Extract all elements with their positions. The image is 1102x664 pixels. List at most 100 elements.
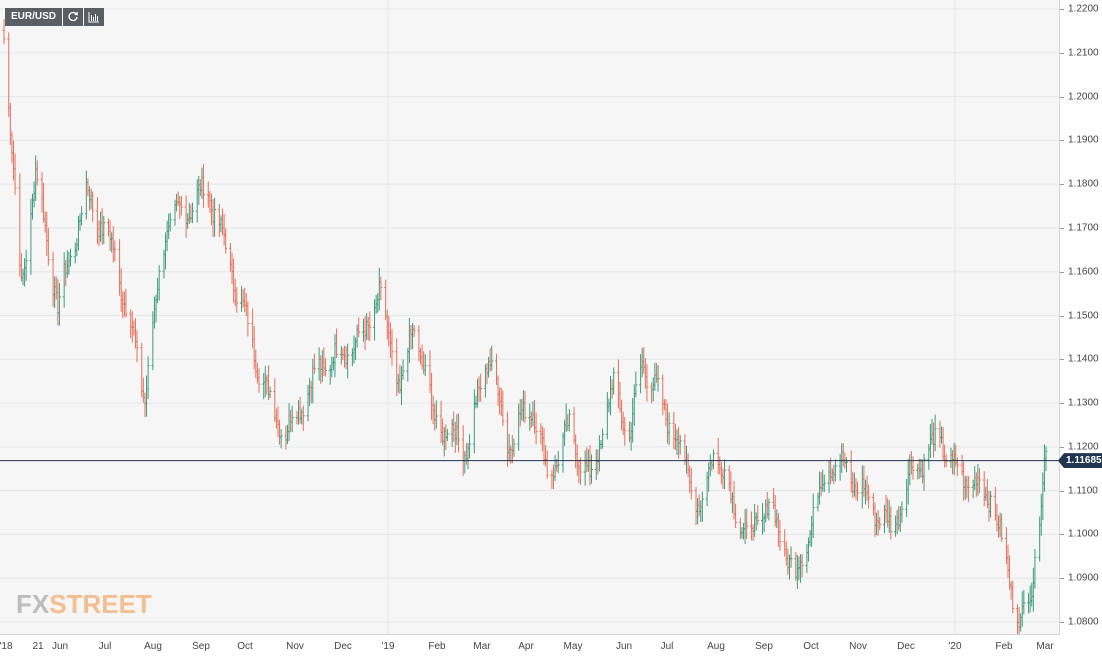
- ohlc-bar: [320, 350, 324, 382]
- ohlc-bar: [290, 405, 294, 433]
- ohlc-bar: [949, 447, 953, 469]
- ohlc-bar: [531, 401, 535, 427]
- ohlc-bar: [246, 301, 250, 337]
- ohlc-bar: [69, 248, 73, 267]
- ohlc-bar: [711, 449, 715, 470]
- ohlc-bar: [939, 426, 943, 444]
- ohlc-bar: [24, 249, 28, 281]
- ohlc-bar: [62, 252, 66, 308]
- ohlc-bar: [388, 322, 392, 358]
- pair-label[interactable]: EUR/USD: [5, 8, 63, 26]
- time-axis: '18 21 Jun Jul Aug Sep Oct Nov Dec '19 Feb Mar Apr Ma…: [0, 635, 1060, 664]
- ohlc-bar: [629, 422, 633, 451]
- ohlc-bar: [113, 240, 117, 262]
- ohlc-bar: [833, 459, 837, 482]
- ohlc-bar: [65, 250, 69, 278]
- ohlc-bar: [982, 471, 986, 507]
- ohlc-bar: [162, 249, 166, 279]
- chart-plot-area[interactable]: [0, 0, 1060, 635]
- ohlc-bar: [376, 293, 380, 313]
- ohlc-bar: [284, 425, 288, 450]
- ohlc-bar: [463, 450, 467, 474]
- logo-fx: FX: [16, 589, 50, 619]
- ohlc-bar: [989, 490, 993, 518]
- ohlc-bar: [135, 330, 139, 363]
- ohlc-bar: [108, 220, 112, 251]
- ohlc-bar: [886, 498, 890, 528]
- ohlc-bar: [308, 378, 312, 407]
- y-tick-mark: [1060, 359, 1064, 361]
- ohlc-bar: [705, 471, 709, 507]
- ohlc-bar: [496, 375, 500, 406]
- ohlc-bar: [699, 500, 703, 523]
- ohlc-bar: [743, 508, 747, 545]
- ohlc-bar: [165, 220, 169, 252]
- ohlc-bar: [187, 202, 191, 224]
- ohlc-bar: [666, 403, 670, 444]
- ohlc-bar: [512, 438, 516, 457]
- ohlc-bar: [723, 459, 727, 490]
- ohlc-bar: [494, 353, 498, 386]
- ohlc-bar: [1041, 472, 1045, 521]
- refresh-icon[interactable]: [63, 8, 84, 26]
- y-tick-mark: [1060, 227, 1064, 229]
- ohlc-bar: [1042, 444, 1046, 492]
- ohlc-bar: [322, 347, 326, 376]
- ohlc-bar: [808, 530, 812, 547]
- ohlc-bar: [317, 347, 321, 381]
- ohlc-bar: [1027, 593, 1031, 614]
- ohlc-bar: [209, 193, 213, 226]
- ohlc-bar: [75, 238, 79, 257]
- ohlc-bar: [219, 215, 223, 233]
- ohlc-bar: [241, 289, 245, 308]
- ohlc-bar: [506, 411, 510, 467]
- ohlc-bar: [501, 390, 505, 426]
- bar-chart-icon[interactable]: [84, 8, 105, 26]
- ohlc-bar: [762, 513, 766, 533]
- ohlc-bar: [943, 444, 947, 468]
- ohlc-bar: [640, 348, 644, 378]
- x-tick-label: Feb: [428, 641, 446, 652]
- ohlc-bar: [434, 400, 438, 429]
- ohlc-bar: [920, 459, 924, 484]
- y-tick-mark: [1060, 315, 1064, 317]
- ohlc-bar: [228, 243, 232, 272]
- ohlc-bar: [230, 252, 234, 284]
- ohlc-bar: [620, 399, 624, 431]
- ohlc-bar: [938, 420, 942, 448]
- ohlc-bar: [186, 213, 190, 229]
- ohlc-bar: [346, 343, 350, 379]
- ohlc-bar: [487, 356, 491, 378]
- ohlc-chart[interactable]: [0, 0, 1059, 634]
- ohlc-bar: [390, 328, 394, 367]
- ohlc-bar: [553, 455, 557, 482]
- ohlc-bar: [840, 443, 844, 473]
- y-tick-label: 1.1400: [1068, 353, 1099, 365]
- ohlc-bar: [786, 548, 790, 575]
- ohlc-bar: [221, 208, 225, 236]
- ohlc-bar: [395, 338, 399, 397]
- ohlc-bar: [906, 458, 910, 505]
- ohlc-bar: [962, 461, 966, 501]
- ohlc-bar: [894, 515, 898, 537]
- ohlc-bar: [623, 417, 627, 446]
- ohlc-bar: [208, 191, 212, 213]
- ohlc-bar: [707, 462, 711, 492]
- ohlc-bar: [406, 348, 410, 382]
- ohlc-bar: [146, 356, 150, 400]
- y-tick-mark: [1060, 446, 1064, 448]
- ohlc-bar: [34, 155, 38, 202]
- ohlc-bar: [685, 445, 689, 474]
- ohlc-bar: [651, 377, 655, 402]
- ohlc-bar: [884, 495, 888, 524]
- ohlc-bar: [232, 258, 236, 304]
- ohlc-bar: [575, 444, 579, 476]
- ohlc-bar: [276, 406, 280, 438]
- y-tick-mark: [1060, 271, 1064, 273]
- ohlc-bar: [464, 442, 468, 465]
- ohlc-bar: [333, 334, 337, 378]
- y-tick-label: 1.1300: [1068, 397, 1099, 409]
- ohlc-bar: [8, 102, 12, 146]
- ohlc-bar: [819, 472, 823, 497]
- x-tick-label: Oct: [803, 641, 819, 652]
